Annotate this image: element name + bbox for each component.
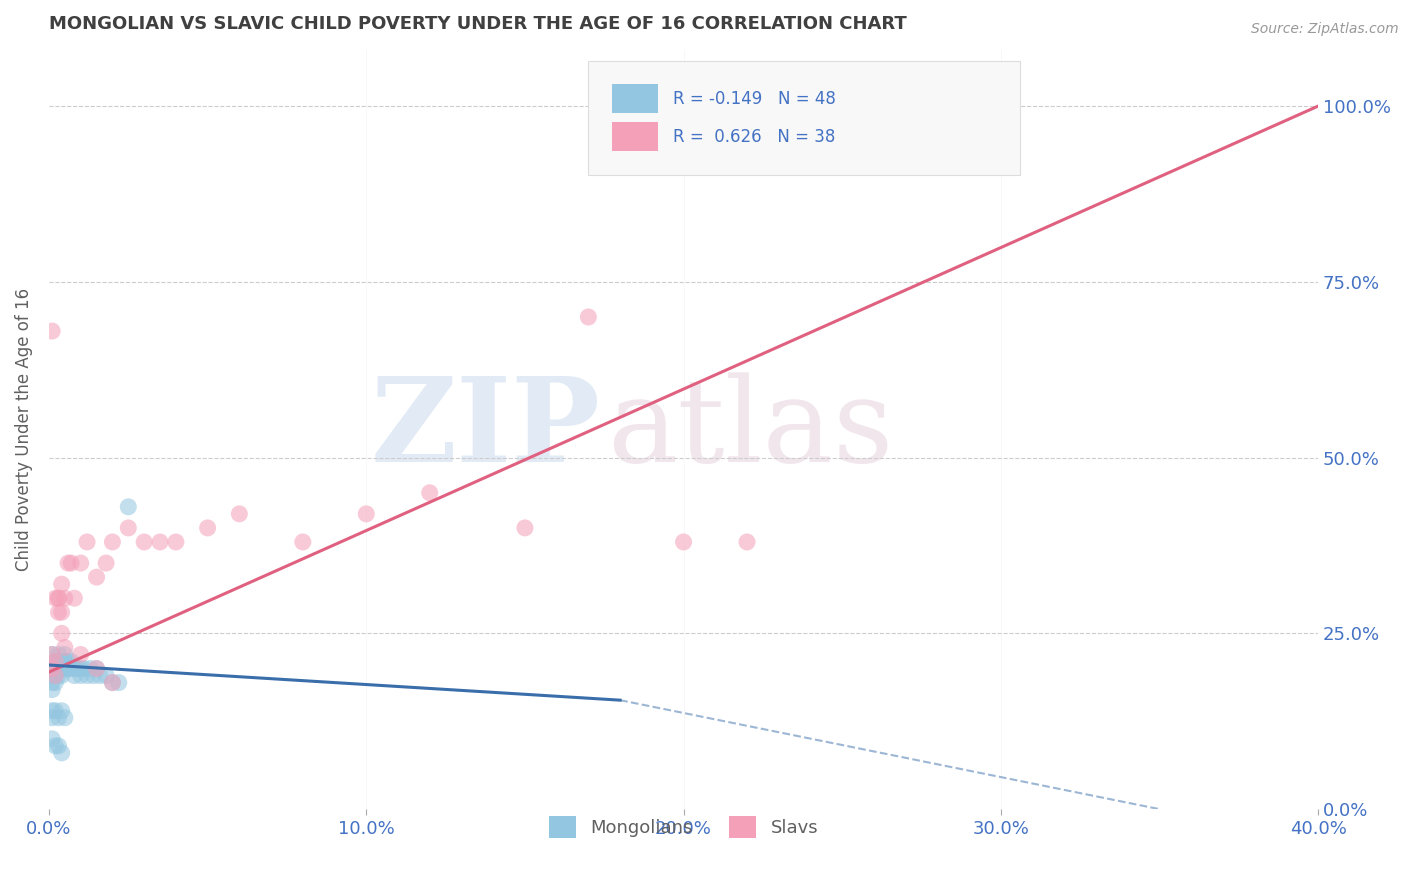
Point — [107, 675, 129, 690]
Text: atlas: atlas — [607, 372, 894, 487]
Point — [48, 661, 70, 675]
Point — [44, 668, 66, 682]
Point — [48, 648, 70, 662]
Point — [76, 535, 98, 549]
Point — [69, 668, 91, 682]
Point — [73, 661, 96, 675]
Point — [513, 521, 536, 535]
Point — [44, 655, 66, 669]
Point — [69, 556, 91, 570]
FancyBboxPatch shape — [613, 122, 658, 151]
Point — [197, 521, 219, 535]
Point — [79, 661, 101, 675]
Point — [419, 485, 441, 500]
Point — [41, 675, 63, 690]
Point — [101, 675, 124, 690]
Point — [41, 661, 63, 675]
Point — [149, 535, 172, 549]
Point — [51, 655, 73, 669]
Point — [51, 704, 73, 718]
Point — [44, 661, 66, 675]
Point — [69, 648, 91, 662]
Point — [672, 535, 695, 549]
Point — [576, 310, 599, 324]
Point — [48, 655, 70, 669]
Point — [44, 675, 66, 690]
Point — [56, 655, 79, 669]
Point — [94, 668, 117, 682]
Point — [51, 661, 73, 675]
Text: Source: ZipAtlas.com: Source: ZipAtlas.com — [1251, 22, 1399, 37]
Point — [41, 661, 63, 675]
Point — [44, 704, 66, 718]
Y-axis label: Child Poverty Under the Age of 16: Child Poverty Under the Age of 16 — [15, 288, 32, 571]
Point — [60, 556, 83, 570]
Point — [60, 655, 83, 669]
Point — [63, 591, 86, 606]
Point — [735, 535, 758, 549]
Point — [44, 591, 66, 606]
Text: R = -0.149   N = 48: R = -0.149 N = 48 — [673, 89, 837, 108]
Point — [41, 682, 63, 697]
Point — [63, 661, 86, 675]
Point — [41, 731, 63, 746]
Point — [51, 626, 73, 640]
Point — [48, 605, 70, 619]
Point — [101, 675, 124, 690]
Point — [41, 648, 63, 662]
Point — [69, 661, 91, 675]
Point — [63, 668, 86, 682]
Point — [51, 746, 73, 760]
Point — [56, 556, 79, 570]
Point — [86, 661, 108, 675]
Point — [82, 668, 104, 682]
Point — [48, 591, 70, 606]
Point — [60, 661, 83, 675]
Point — [41, 648, 63, 662]
Point — [51, 668, 73, 682]
Point — [228, 507, 250, 521]
Point — [291, 535, 314, 549]
Point — [134, 535, 156, 549]
Point — [53, 711, 76, 725]
Point — [53, 640, 76, 655]
Point — [94, 556, 117, 570]
Point — [117, 500, 139, 514]
Text: R =  0.626   N = 38: R = 0.626 N = 38 — [673, 128, 835, 145]
Point — [117, 521, 139, 535]
Point — [89, 668, 111, 682]
Point — [48, 711, 70, 725]
Point — [86, 661, 108, 675]
Point — [41, 704, 63, 718]
Point — [51, 605, 73, 619]
FancyBboxPatch shape — [613, 85, 658, 113]
Point — [41, 668, 63, 682]
Point — [41, 324, 63, 338]
Point — [41, 711, 63, 725]
Point — [53, 591, 76, 606]
Point — [44, 739, 66, 753]
Point — [56, 661, 79, 675]
Point — [53, 648, 76, 662]
Point — [101, 535, 124, 549]
Point — [48, 739, 70, 753]
Point — [44, 655, 66, 669]
Legend: Mongolians, Slavs: Mongolians, Slavs — [541, 809, 825, 846]
Point — [165, 535, 187, 549]
FancyBboxPatch shape — [588, 62, 1019, 175]
Text: ZIP: ZIP — [371, 372, 600, 487]
Point — [356, 507, 378, 521]
Point — [66, 661, 89, 675]
Point — [53, 661, 76, 675]
Text: MONGOLIAN VS SLAVIC CHILD POVERTY UNDER THE AGE OF 16 CORRELATION CHART: MONGOLIAN VS SLAVIC CHILD POVERTY UNDER … — [49, 15, 907, 33]
Point — [76, 668, 98, 682]
Point — [86, 570, 108, 584]
Point — [48, 591, 70, 606]
Point — [53, 655, 76, 669]
Point — [48, 668, 70, 682]
Point — [51, 577, 73, 591]
Point — [44, 668, 66, 682]
